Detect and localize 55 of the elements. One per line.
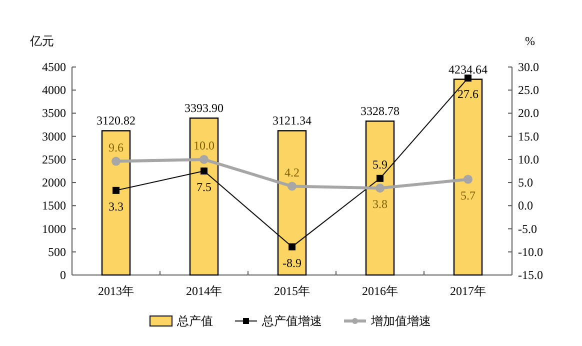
point <box>376 174 384 182</box>
data-label: 10.0 <box>194 138 214 152</box>
data-label: 9.6 <box>108 140 124 154</box>
x-tick-label: 2013年 <box>98 284 134 298</box>
y2-tick-label: 15.0 <box>518 129 539 144</box>
x-tick-label: 2015年 <box>274 284 310 298</box>
data-label: 3328.78 <box>360 104 400 118</box>
y2-tick-label: 25.0 <box>518 83 539 98</box>
x-tick-label: 2014年 <box>186 284 222 298</box>
data-label: 5.9 <box>372 157 388 172</box>
legend-label: 增加值增速 <box>370 314 431 328</box>
point <box>288 243 296 250</box>
point <box>200 168 208 174</box>
legend-label: 总产值增速 <box>261 314 322 328</box>
point <box>112 156 120 166</box>
y-tick-label: 1500 <box>42 198 66 213</box>
y-tick-label: 2000 <box>42 176 66 190</box>
y-tick-label: 2500 <box>42 152 66 166</box>
y-tick-label: 1000 <box>42 222 66 236</box>
y2-tick-label: 30.0 <box>518 60 539 74</box>
y2-axis-title: % <box>525 34 535 48</box>
y2-tick-label: -15.0 <box>518 268 543 282</box>
legend-label: 总产值 <box>176 314 213 328</box>
point <box>464 174 472 184</box>
y2-tick-label: 10.0 <box>518 152 539 166</box>
point <box>376 184 384 193</box>
data-label: -8.9 <box>282 256 302 270</box>
y-tick-label: 4000 <box>42 83 66 98</box>
data-label: 3.8 <box>372 197 388 212</box>
y-axis-title: 亿元 <box>29 34 54 48</box>
point <box>112 186 120 194</box>
y-tick-label: 0 <box>60 268 66 282</box>
point <box>464 74 472 82</box>
data-label: 3.3 <box>108 199 124 214</box>
y2-tick-label: -10.0 <box>518 244 543 259</box>
y2-tick-label: -5.0 <box>518 222 537 236</box>
data-label: 7.5 <box>196 180 212 194</box>
data-label: 3121.34 <box>272 114 312 128</box>
y-tick-label: 500 <box>48 244 66 259</box>
y2-tick-label: 0.0 <box>518 198 533 213</box>
data-label: 3120.82 <box>96 114 136 128</box>
y-tick-label: 4500 <box>42 60 66 74</box>
y2-tick-label: 20.0 <box>518 106 539 120</box>
point <box>200 154 208 164</box>
y-tick-label: 3500 <box>42 106 66 120</box>
data-label: 3393.90 <box>184 101 224 116</box>
y2-tick-label: 5.0 <box>518 176 533 190</box>
x-tick-label: 2016年 <box>362 284 398 298</box>
data-label: 5.7 <box>460 188 476 202</box>
y-tick-label: 3000 <box>42 129 66 144</box>
point <box>288 182 296 191</box>
x-tick-label: 2017年 <box>450 284 486 298</box>
data-label: 27.6 <box>458 87 478 102</box>
data-label: 4234.64 <box>448 62 488 76</box>
data-label: 4.2 <box>284 165 300 180</box>
